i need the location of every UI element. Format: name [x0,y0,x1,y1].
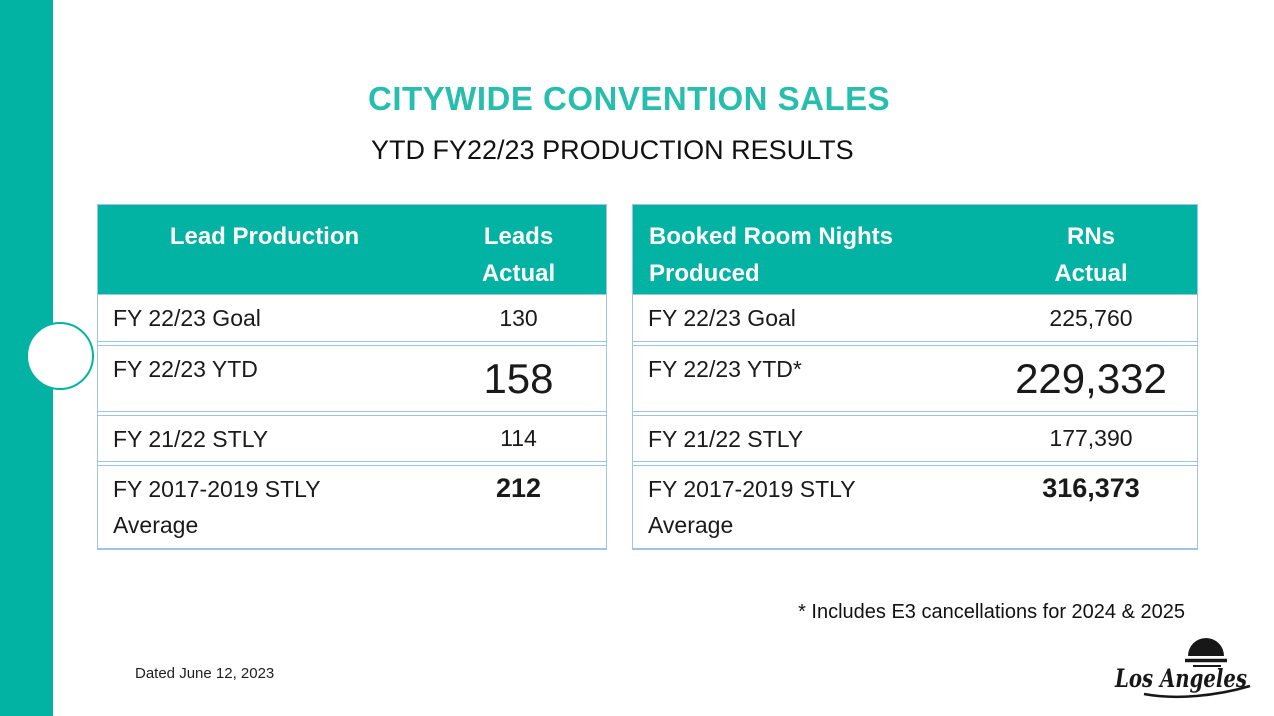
table-header: Lead Production Leads Actual [98,205,606,294]
column-header-rns-actual: RNs Actual [985,205,1197,294]
row-label-text: FY 22/23 YTD [113,356,258,382]
logo-underline [1143,684,1251,699]
column-header-booked-room-nights: Booked Room Nights Produced [633,205,985,294]
row-label: FY 22/23 Goal [98,300,431,336]
column-header-label: RNs Actual [1054,223,1128,287]
table-row: FY 22/23 YTD* 229,332 [633,345,1197,412]
row-value: 177,390 [1049,425,1133,451]
los-angeles-logo: Los Angeles [1114,638,1251,699]
row-label: FY 22/23 YTD* [633,346,985,387]
row-label: FY 21/22 STLY [633,421,985,457]
footnote: * Includes E3 cancellations for 2024 & 2… [798,601,1185,623]
table-row: FY 21/22 STLY 114 [98,415,606,462]
logo-text: Los Angeles [1114,664,1247,693]
column-header-label: Lead Production [169,223,360,250]
row-value: 229,332 [1015,354,1167,402]
row-label-text: FY 21/22 STLY [113,425,269,452]
row-label: FY 2017-2019 STLY Average [98,466,431,543]
column-header-label: Leads Actual [481,223,556,287]
row-value: 158 [483,354,554,402]
column-header-lead-production: Lead Production [98,205,431,294]
row-label-text: FY 21/22 STLY [648,425,804,452]
row-label: FY 22/23 Goal [633,300,985,336]
row-label: FY 21/22 STLY [98,421,431,457]
lead-production-table: Lead Production Leads Actual FY 22/23 Go… [97,204,607,550]
table-row: FY 2017-2019 STLY Average 316,373 [633,465,1197,549]
sun-icon [1185,638,1227,667]
table-row: FY 22/23 Goal 225,760 [633,294,1197,342]
row-label-text: FY 2017-2019 STLY Average [648,476,856,538]
row-label-text: FY 22/23 Goal [113,305,261,331]
table-row: FY 22/23 YTD 158 [98,345,606,412]
row-value: 130 [499,304,538,331]
accent-circle [26,322,94,390]
page-subtitle: YTD FY22/23 PRODUCTION RESULTS [371,135,854,165]
dated-label: Dated June 12, 2023 [135,665,275,682]
row-label: FY 2017-2019 STLY Average [633,466,985,543]
row-value: 316,373 [1042,473,1140,503]
table-row: FY 22/23 Goal 130 [98,294,606,342]
table-header: Booked Room Nights Produced RNs Actual [633,205,1197,294]
row-value: 212 [495,473,542,503]
row-value: 225,760 [1049,304,1133,331]
column-header-leads-actual: Leads Actual [431,205,606,294]
table-row: FY 2017-2019 STLY Average 212 [98,465,606,549]
row-value: 114 [500,425,537,451]
row-label: FY 22/23 YTD [98,346,431,387]
table-row: FY 21/22 STLY 177,390 [633,415,1197,462]
row-label-text: FY 2017-2019 STLY Average [113,476,321,538]
row-label-text: FY 22/23 Goal [648,305,796,331]
row-label-text: FY 22/23 YTD* [648,356,802,382]
booked-room-nights-table: Booked Room Nights Produced RNs Actual F… [632,204,1198,550]
column-header-label: Booked Room Nights Produced [649,223,893,287]
page-title: CITYWIDE CONVENTION SALES [368,80,891,117]
